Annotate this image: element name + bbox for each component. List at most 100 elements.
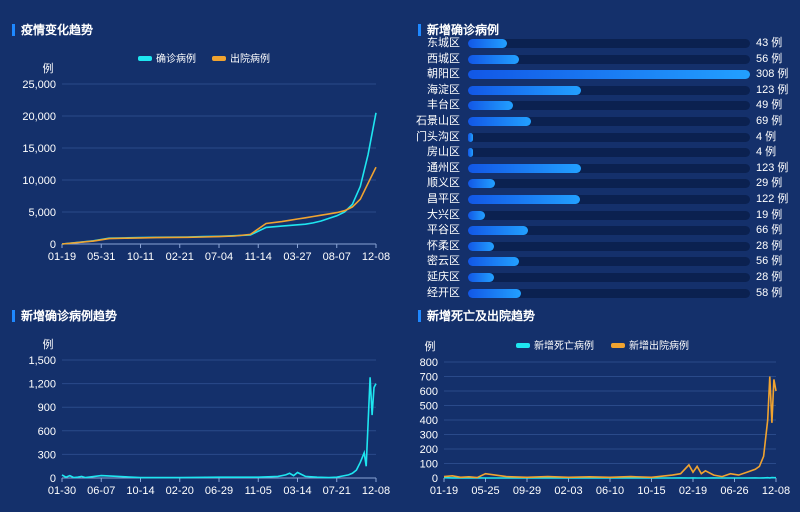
series-line-1 xyxy=(61,166,377,245)
bar-value-label: 123 例 xyxy=(756,83,789,96)
bar-track xyxy=(468,117,750,126)
y-tick-label: 500 xyxy=(420,401,438,413)
bar-row: 通州区 123 例 xyxy=(400,161,800,176)
series-line-1 xyxy=(443,376,777,479)
x-tick-label: 06-29 xyxy=(205,485,233,497)
legend-item-1[interactable]: 出院病例 xyxy=(212,52,270,65)
deathdischarge-panel-title: 新增死亡及出院趋势 xyxy=(418,310,535,322)
district-panel: 新增确诊病例 东城区 43 例西城区 56 例朝阳区 308 例海淀区 123 例丰台区… xyxy=(400,0,800,300)
bar-row: 昌平区 122 例 xyxy=(400,192,800,207)
bar-value-label: 4 例 xyxy=(756,146,777,159)
bar-track xyxy=(468,195,750,204)
series-line-0 xyxy=(61,112,377,245)
legend-swatch xyxy=(138,56,152,61)
bar-category-label: 昌平区 xyxy=(427,193,460,205)
bar xyxy=(468,117,532,126)
legend-label: 新增出院病例 xyxy=(629,339,689,352)
bar-category-label: 东城区 xyxy=(427,37,460,49)
bar-category-label: 通州区 xyxy=(427,161,460,174)
x-tick-label: 01-19 xyxy=(48,251,76,263)
x-tick-label: 11-14 xyxy=(245,251,272,263)
y-axis-label: 例 xyxy=(43,61,54,75)
y-tick-label: 5,000 xyxy=(28,207,56,219)
x-tick-label: 06-10 xyxy=(596,485,624,497)
legend-swatch xyxy=(212,56,226,61)
trend-panel: 疫情变化趋势 例 0 5,000 10,000 15,000 20,000 25,000 01… xyxy=(0,0,400,300)
legend-item-0[interactable]: 确诊病例 xyxy=(138,52,196,65)
x-tick-label: 02-20 xyxy=(166,485,194,497)
bar-value-label: 56 例 xyxy=(756,52,783,65)
bar-track xyxy=(468,226,750,236)
bar-track xyxy=(468,54,750,64)
bar-track xyxy=(468,148,750,158)
bar-track xyxy=(468,101,750,111)
legend-swatch xyxy=(516,343,530,348)
bar-track xyxy=(468,241,750,251)
bar xyxy=(468,132,473,142)
bar xyxy=(468,241,494,251)
y-tick-label: 300 xyxy=(38,449,56,461)
bar-row: 海淀区 123 例 xyxy=(400,83,800,98)
newcases-chart: 例 0 300 600 900 1,200 1,500 01-30 06-07 10-14 02-2… xyxy=(28,337,390,497)
bar-category-label: 石景山区 xyxy=(416,115,460,127)
y-tick-label: 800 xyxy=(420,357,438,369)
bar-row: 平谷区 66 例 xyxy=(400,223,800,238)
x-tick-label: 09-29 xyxy=(513,485,541,497)
bar-row: 经开区 58 例 xyxy=(400,286,800,301)
newcases-panel: 新增确诊病例趋势 例 0 300 600 900 1,200 1,500 01-30 06-07… xyxy=(0,300,400,512)
bar-category-label: 西城区 xyxy=(427,52,460,65)
legend-label: 新增死亡病例 xyxy=(534,339,594,352)
x-tick-label: 06-26 xyxy=(720,485,748,497)
bar xyxy=(468,273,494,282)
bar-value-label: 29 例 xyxy=(756,177,783,190)
legend-swatch xyxy=(611,343,625,348)
bar xyxy=(468,226,529,236)
bar-row: 西城区 56 例 xyxy=(400,52,800,67)
bar xyxy=(468,163,581,173)
bar-value-label: 123 例 xyxy=(756,161,789,174)
bar-track xyxy=(468,273,750,282)
x-tick-label: 12-08 xyxy=(762,485,790,497)
bar-row: 房山区 4 例 xyxy=(400,145,800,160)
legend-item-0[interactable]: 新增死亡病例 xyxy=(516,339,594,352)
bar xyxy=(468,85,581,95)
x-tick-label: 11-05 xyxy=(245,485,272,497)
x-tick-label: 12-08 xyxy=(362,485,390,497)
bar-track xyxy=(468,70,750,80)
bar-row: 顺义区 29 例 xyxy=(400,176,800,191)
bar xyxy=(468,101,513,111)
bar-category-label: 朝阳区 xyxy=(427,68,460,81)
y-axis-label: 例 xyxy=(43,337,54,351)
bar-category-label: 大兴区 xyxy=(427,208,460,221)
y-tick-label: 25,000 xyxy=(22,79,56,91)
y-tick-label: 20,000 xyxy=(22,111,56,123)
bar-value-label: 66 例 xyxy=(756,224,783,237)
bar-value-label: 122 例 xyxy=(756,193,789,205)
x-tick-label: 03-14 xyxy=(283,485,311,497)
bar-row: 大兴区 19 例 xyxy=(400,208,800,223)
bar-category-label: 房山区 xyxy=(427,146,460,159)
bar-track xyxy=(468,288,750,298)
x-tick-label: 02-21 xyxy=(166,251,194,263)
district-bar-list: 东城区 43 例西城区 56 例朝阳区 308 例海淀区 123 例丰台区 49 例石景山… xyxy=(400,36,800,301)
bar-category-label: 延庆区 xyxy=(427,271,460,283)
bar-value-label: 43 例 xyxy=(756,37,783,49)
bar xyxy=(468,288,522,298)
y-tick-label: 10,000 xyxy=(22,175,56,187)
y-tick-label: 300 xyxy=(420,430,438,442)
bar-track xyxy=(468,132,750,142)
bar-value-label: 69 例 xyxy=(756,115,783,127)
bar xyxy=(468,210,486,220)
x-tick-label: 02-03 xyxy=(554,485,582,497)
x-tick-label: 03-27 xyxy=(283,251,311,263)
district-panel-title: 新增确诊病例 xyxy=(418,24,499,36)
bar-value-label: 4 例 xyxy=(756,130,777,143)
y-tick-label: 15,000 xyxy=(22,143,56,155)
y-tick-label: 0 xyxy=(50,473,56,485)
x-tick-label: 10-15 xyxy=(637,485,665,497)
y-tick-label: 600 xyxy=(38,426,56,438)
legend-item-1[interactable]: 新增出院病例 xyxy=(611,339,689,352)
x-tick-label: 07-04 xyxy=(205,251,233,263)
y-tick-label: 1,200 xyxy=(28,379,56,391)
